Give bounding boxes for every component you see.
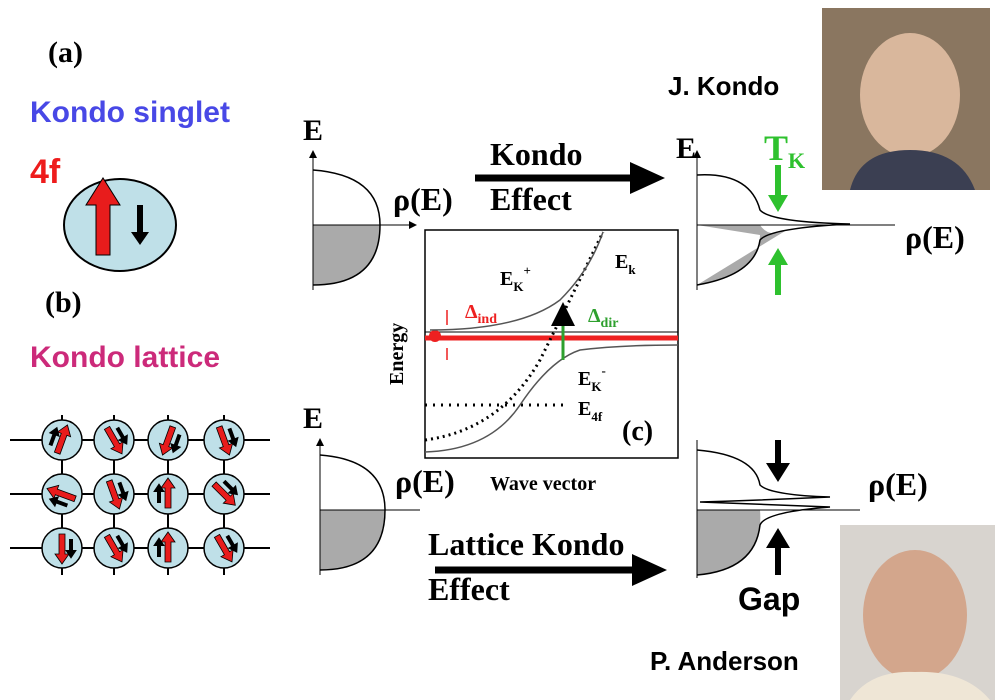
lattice-site xyxy=(94,420,134,460)
lattice xyxy=(10,415,270,575)
axis-rho: ρ(E) xyxy=(905,219,965,255)
person-name: P. Anderson xyxy=(650,646,799,676)
slide: (a) Kondo singlet 4f (b) Kondo lattice xyxy=(0,0,995,700)
lattice-site xyxy=(42,528,82,568)
photo-face xyxy=(863,550,967,680)
axis-rho: ρ(E) xyxy=(868,466,928,502)
arrow-text: Lattice Kondo xyxy=(428,526,624,562)
green-arrow xyxy=(768,165,788,212)
axis-rho: ρ(E) xyxy=(393,181,453,217)
lattice-site xyxy=(42,474,82,514)
orbital-label: 4f xyxy=(30,153,61,191)
arrow-text: Kondo xyxy=(490,136,582,172)
lattice-site xyxy=(204,420,244,460)
arrow-head xyxy=(632,554,667,586)
lattice-site xyxy=(148,528,188,568)
arrow-head xyxy=(630,162,665,194)
red-dot xyxy=(429,330,441,342)
person-name: J. Kondo xyxy=(668,71,779,101)
gap-arrow xyxy=(766,440,790,482)
arrow-text: Effect xyxy=(490,181,572,217)
photo-face xyxy=(860,33,960,157)
panel-c-label: (c) xyxy=(622,416,653,447)
filled-dos xyxy=(320,510,385,570)
axis-e: E xyxy=(303,114,323,147)
x-axis-label: Wave vector xyxy=(490,473,596,495)
lattice-site xyxy=(148,474,188,514)
panel-a-label: (a) xyxy=(48,36,83,69)
y-axis-label: Energy xyxy=(386,323,408,385)
lattice-site xyxy=(204,474,244,514)
lattice-site xyxy=(94,474,134,514)
lattice-site xyxy=(148,420,188,460)
lattice-site xyxy=(94,528,134,568)
gap-arrow xyxy=(766,528,790,575)
panel-b-label: (b) xyxy=(45,286,82,319)
kondo-singlet: Kondo singlet xyxy=(30,96,230,129)
axis-e: E xyxy=(303,402,323,435)
dos-curve xyxy=(697,175,850,285)
filled-dos xyxy=(697,510,760,575)
lattice-site xyxy=(42,420,82,460)
kondo-lattice: Kondo lattice xyxy=(30,341,220,374)
axis-e: E xyxy=(676,132,696,165)
gap-label: Gap xyxy=(738,581,800,617)
tk-label: TK xyxy=(764,128,805,173)
axis-rho: ρ(E) xyxy=(395,463,455,499)
green-arrow xyxy=(768,248,788,295)
filled-dos xyxy=(313,225,380,285)
lattice-site xyxy=(204,528,244,568)
singlet-circle xyxy=(64,179,176,271)
arrow-text: Effect xyxy=(428,571,510,607)
